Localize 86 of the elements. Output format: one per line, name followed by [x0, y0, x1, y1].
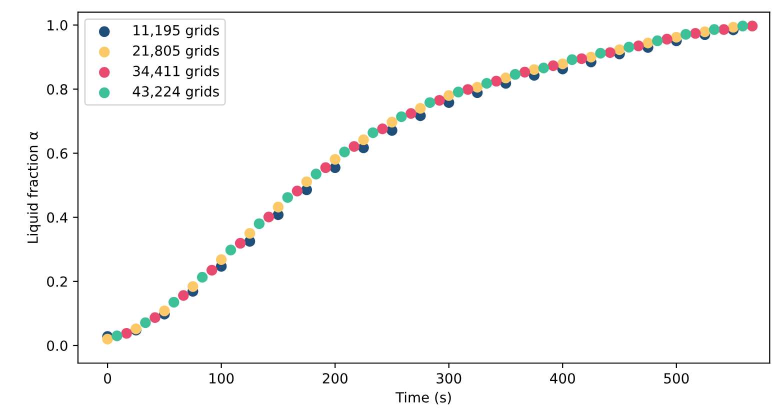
- point: [490, 76, 502, 87]
- point: [386, 116, 398, 128]
- point: [320, 162, 332, 174]
- point: [519, 66, 530, 78]
- point: [557, 58, 568, 70]
- point: [406, 108, 416, 119]
- point: [652, 35, 663, 46]
- y-tick-label: 0.8: [47, 84, 68, 95]
- point: [586, 52, 596, 62]
- point: [614, 44, 625, 56]
- point: [737, 20, 748, 32]
- point: [481, 78, 492, 89]
- x-tick-label: 100: [210, 373, 234, 384]
- point: [244, 228, 256, 239]
- y-tick-label: 0.0: [47, 340, 68, 351]
- point: [159, 306, 170, 316]
- y-tick-label: 0.4: [47, 212, 68, 223]
- point: [121, 328, 132, 339]
- point: [358, 134, 369, 146]
- point: [728, 22, 739, 33]
- legend-label: 11,195 grids: [134, 24, 219, 38]
- point: [566, 54, 578, 66]
- point: [263, 212, 274, 222]
- y-tick-label: 0.2: [47, 276, 67, 287]
- y-axis-title: Liquid fraction α: [27, 132, 41, 243]
- point: [415, 102, 426, 114]
- point: [434, 94, 445, 106]
- point: [254, 218, 265, 230]
- point: [604, 47, 616, 58]
- point: [188, 281, 198, 292]
- point: [140, 317, 151, 328]
- point: [150, 312, 160, 323]
- point: [377, 124, 388, 134]
- point: [424, 97, 436, 108]
- y-tick-label: 0.6: [47, 148, 68, 159]
- point: [452, 86, 464, 98]
- point: [642, 38, 654, 48]
- point: [462, 84, 474, 95]
- point: [633, 40, 644, 52]
- point: [301, 176, 312, 188]
- point: [708, 24, 720, 35]
- point: [396, 111, 407, 122]
- point: [368, 127, 378, 138]
- point: [178, 290, 189, 301]
- point: [348, 141, 360, 152]
- point: [548, 60, 559, 72]
- point: [112, 330, 122, 342]
- point: [500, 72, 512, 84]
- point: [234, 238, 246, 249]
- point: [443, 90, 454, 101]
- point: [330, 154, 340, 165]
- point: [225, 244, 236, 256]
- legend-label: 43,224 grids: [132, 86, 219, 100]
- x-tick-label: 0: [104, 373, 112, 384]
- x-tick-label: 200: [322, 373, 348, 384]
- legend-label: 21,805 grids: [133, 45, 219, 59]
- point: [282, 192, 294, 203]
- legend-label: 34,411 grids: [133, 66, 219, 79]
- point: [746, 20, 758, 32]
- x-tick-label: 500: [664, 373, 689, 384]
- point: [699, 26, 710, 38]
- x-axis-title: Time (s): [396, 392, 451, 404]
- point: [718, 24, 730, 35]
- point: [662, 34, 672, 45]
- x-tick-label: 300: [436, 373, 462, 384]
- point: [690, 28, 701, 39]
- point: [310, 168, 322, 180]
- point: [671, 32, 682, 43]
- y-tick-label: 1.0: [48, 20, 68, 31]
- point: [339, 146, 350, 158]
- point: [472, 82, 483, 93]
- point: [292, 186, 303, 196]
- point: [102, 334, 113, 344]
- x-tick-label: 400: [550, 373, 575, 384]
- point: [624, 42, 634, 53]
- point: [196, 272, 208, 283]
- point: [168, 296, 180, 308]
- point: [216, 254, 227, 265]
- point: [680, 28, 692, 40]
- point: [206, 264, 218, 276]
- point: [272, 202, 284, 212]
- point: [538, 62, 550, 74]
- point: [595, 48, 606, 59]
- point: [576, 53, 588, 64]
- point: [528, 64, 540, 75]
- point: [510, 69, 521, 80]
